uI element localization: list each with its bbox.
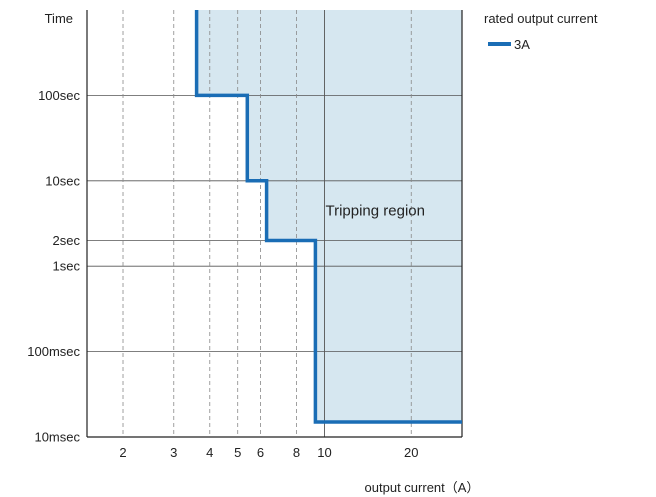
tripping-region-fill: [196, 10, 462, 422]
x-tick-labels: 2 3 4 5 6 8 10 20: [119, 445, 418, 460]
y-tick-label: 10sec: [45, 173, 80, 188]
x-tick-label: 3: [170, 445, 177, 460]
x-tick-label: 10: [317, 445, 331, 460]
tripping-region-label: Tripping region: [325, 202, 425, 219]
x-tick-label: 2: [119, 445, 126, 460]
x-tick-label: 5: [234, 445, 241, 460]
y-tick-label: 10msec: [34, 430, 80, 445]
y-tick-label: 100sec: [38, 88, 80, 103]
y-tick-labels: 100sec 10sec 2sec 1sec 100msec 10msec: [27, 88, 80, 445]
y-tick-label: 1sec: [53, 259, 81, 274]
y-tick-label: 100msec: [27, 344, 80, 359]
y-tick-label: 2sec: [53, 233, 81, 248]
x-tick-label: 20: [404, 445, 418, 460]
legend-label-3a: 3A: [514, 37, 530, 52]
y-axis-title: Time: [45, 11, 73, 26]
x-axis-title: output current（A）: [365, 480, 480, 495]
x-tick-label: 6: [257, 445, 264, 460]
legend-title: rated output current: [484, 11, 598, 26]
series-3a-line: [194, 10, 462, 424]
x-tick-label: 8: [293, 445, 300, 460]
gridlines: [87, 10, 462, 438]
x-tick-label: 4: [206, 445, 213, 460]
